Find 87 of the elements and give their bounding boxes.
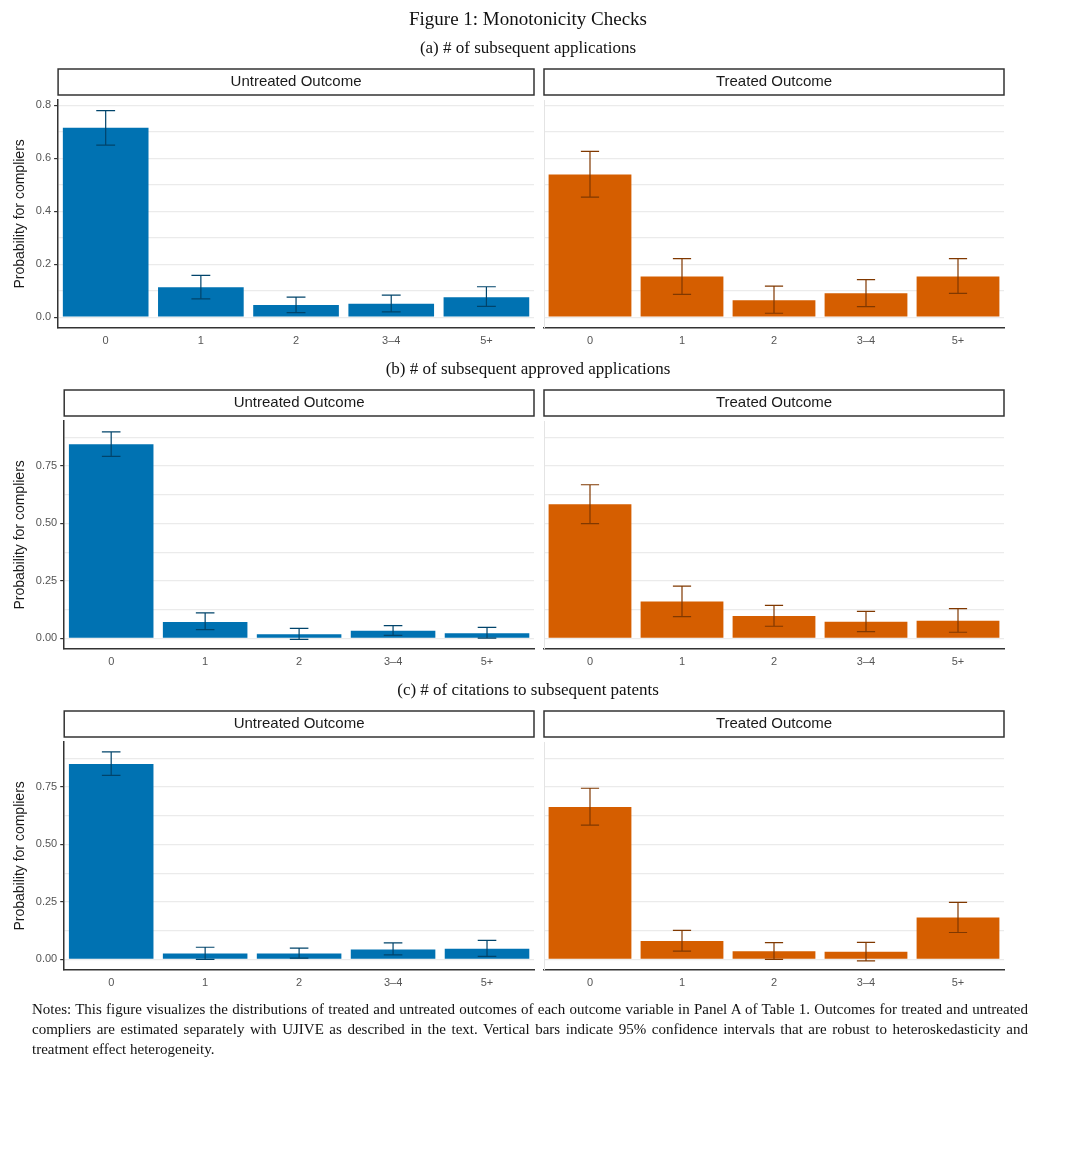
x-tick-label: 0 (586, 334, 594, 347)
y-tick-label: 0.2 (35, 257, 52, 270)
y-tick-label: 0.8 (35, 98, 52, 111)
chart-subtitle: (c) # of citations to subsequent patents (396, 680, 660, 700)
y-tick-label: 0.6 (35, 151, 52, 164)
bar (824, 951, 908, 959)
x-tick-label: 0 (108, 655, 115, 668)
y-axis-title: Probability for compliers (11, 460, 28, 610)
x-tick-label: 5+ (951, 655, 965, 668)
x-tick-label: 2 (292, 334, 300, 347)
chart-title: Treated Outcome (715, 393, 833, 411)
x-tick-label: 3–4 (856, 655, 876, 668)
y-tick-label: 0.50 (35, 837, 58, 850)
bar (548, 174, 632, 317)
x-tick-label: 0 (108, 976, 115, 989)
x-tick-label: 0 (102, 334, 109, 347)
chart-subtitle: (a) # of subsequent applications (418, 38, 638, 58)
chart-title: Treated Outcome (715, 72, 833, 90)
chart-title: Treated Outcome (715, 714, 833, 732)
bar (350, 949, 436, 959)
bar (548, 806, 632, 959)
x-tick-label: 2 (770, 976, 778, 989)
x-tick-label: 0 (586, 976, 594, 989)
bar (732, 951, 816, 959)
chart-title: Untreated Outcome (230, 72, 362, 90)
bar (162, 953, 248, 959)
y-tick-label: 0.75 (35, 458, 58, 471)
bar (916, 917, 1000, 959)
bar (640, 941, 724, 959)
x-tick-label: 3–4 (383, 976, 403, 989)
chart-title: Untreated Outcome (233, 393, 365, 411)
x-tick-label: 1 (678, 976, 686, 989)
bar (443, 297, 530, 317)
y-tick-label: 0.25 (35, 894, 58, 907)
y-tick-label: 0.4 (35, 204, 52, 217)
bar (824, 293, 908, 317)
x-tick-label: 0 (586, 655, 594, 668)
bar (350, 630, 436, 638)
y-tick-label: 0.00 (35, 952, 58, 965)
bar (444, 948, 530, 959)
bar (162, 622, 248, 638)
bar (348, 303, 435, 317)
bar (68, 444, 154, 638)
x-tick-label: 1 (202, 655, 209, 668)
x-tick-label: 3–4 (382, 334, 401, 347)
y-tick-label: 0.00 (35, 631, 58, 644)
y-axis-title: Probability for compliers (11, 781, 28, 931)
x-tick-label: 5+ (480, 655, 494, 668)
y-tick-label: 0.25 (35, 573, 58, 586)
x-tick-label: 2 (296, 655, 303, 668)
x-tick-label: 1 (202, 976, 209, 989)
x-tick-label: 5+ (951, 334, 965, 347)
bar (158, 287, 244, 317)
x-tick-label: 5+ (480, 976, 494, 989)
y-tick-label: 0.75 (35, 779, 58, 792)
bar (256, 634, 342, 638)
x-tick-label: 3–4 (856, 976, 876, 989)
bar (68, 764, 154, 959)
bar (253, 305, 339, 317)
bar (548, 504, 632, 638)
x-tick-label: 5+ (951, 976, 965, 989)
bar (640, 276, 724, 317)
x-tick-label: 1 (678, 655, 686, 668)
x-tick-label: 2 (770, 334, 778, 347)
x-tick-label: 3–4 (383, 655, 403, 668)
x-tick-label: 1 (678, 334, 686, 347)
bar (916, 620, 1000, 638)
x-tick-label: 1 (197, 334, 204, 347)
x-tick-label: 2 (296, 976, 303, 989)
bar (444, 633, 530, 638)
y-tick-label: 0.0 (35, 310, 52, 323)
y-axis-title: Probability for compliers (11, 139, 28, 289)
x-tick-label: 2 (770, 655, 778, 668)
bar (732, 615, 816, 638)
chart-subtitle: (b) # of subsequent approved applications (384, 359, 672, 379)
y-tick-label: 0.50 (35, 516, 58, 529)
bar (824, 621, 908, 638)
chart-title: Untreated Outcome (233, 714, 365, 732)
bar (916, 276, 1000, 317)
x-tick-label: 3–4 (856, 334, 876, 347)
x-tick-label: 5+ (480, 334, 493, 347)
text: Notes: This figure visualizes the distributions of treated and untreated outcomes of each outcome variable in Panel A of Table 1. Outcomes for treated and untreated compliers are estimated separately with UJIVE as described in the text. Vertical bars indicate 95% confidence intervals that are robust to heteroskedasticity and treatment effect heterogeneity. (32, 1000, 1028, 1059)
bar (62, 127, 149, 317)
bar (640, 601, 724, 638)
bar (256, 953, 342, 959)
caption: Figure 1: Monotonicity Checks (408, 8, 648, 30)
bar (732, 300, 816, 317)
